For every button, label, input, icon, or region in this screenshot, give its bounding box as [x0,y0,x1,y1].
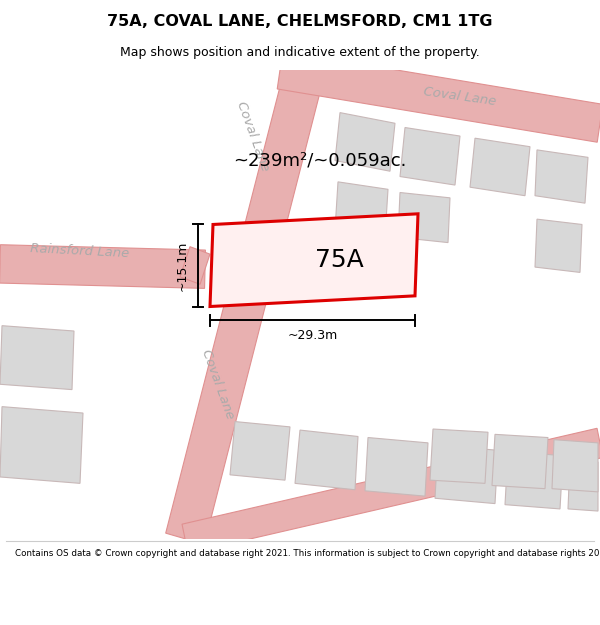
Polygon shape [180,247,210,284]
Polygon shape [430,429,488,483]
Text: 75A, COVAL LANE, CHELMSFORD, CM1 1TG: 75A, COVAL LANE, CHELMSFORD, CM1 1TG [107,14,493,29]
Polygon shape [210,214,418,306]
Text: ~239m²/~0.059ac.: ~239m²/~0.059ac. [233,151,407,169]
Polygon shape [335,182,388,238]
Polygon shape [230,421,290,480]
Polygon shape [435,445,498,504]
Polygon shape [335,112,395,171]
Polygon shape [568,460,598,511]
Polygon shape [400,127,460,185]
Polygon shape [535,219,582,272]
Polygon shape [0,407,83,483]
Polygon shape [492,434,548,489]
Text: Coval Lane: Coval Lane [423,85,497,108]
Text: Coval Lane: Coval Lane [235,99,272,172]
Polygon shape [365,438,428,496]
Polygon shape [0,245,205,288]
Polygon shape [552,439,598,492]
Polygon shape [166,64,324,544]
Polygon shape [505,451,563,509]
Polygon shape [182,428,600,553]
Polygon shape [535,150,588,203]
Polygon shape [398,192,450,242]
Polygon shape [277,51,600,142]
Polygon shape [295,430,358,490]
Polygon shape [470,138,530,196]
Text: Contains OS data © Crown copyright and database right 2021. This information is : Contains OS data © Crown copyright and d… [15,549,600,558]
Text: Coval Lane: Coval Lane [199,348,236,421]
Polygon shape [0,326,74,389]
Text: Rainsford Lane: Rainsford Lane [30,242,130,260]
Text: 75A: 75A [314,248,364,272]
Text: Map shows position and indicative extent of the property.: Map shows position and indicative extent… [120,46,480,59]
Text: ~15.1m: ~15.1m [176,240,188,291]
Text: ~29.3m: ~29.3m [287,329,338,342]
